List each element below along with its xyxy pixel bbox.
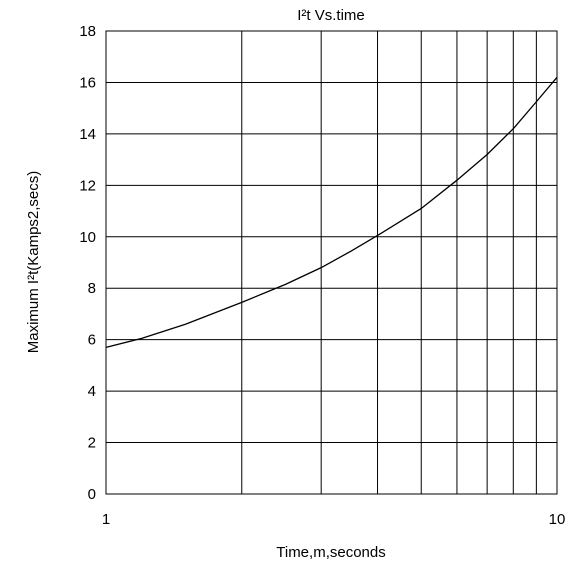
y-axis-label: Maximum I²t(Kamps2,secs) bbox=[25, 171, 42, 354]
grid bbox=[106, 30, 557, 495]
y-tick-label: 4 bbox=[88, 383, 96, 400]
y-tick-labels: 0 2 4 6 8 10 12 14 16 18 bbox=[79, 23, 96, 503]
x-tick-labels: 1 10 bbox=[102, 511, 566, 528]
chart-title: I²t Vs.time bbox=[297, 7, 365, 24]
y-tick-label: 6 bbox=[88, 332, 96, 349]
x-axis-label: Time,m,seconds bbox=[276, 544, 385, 561]
y-tick-label: 2 bbox=[88, 435, 96, 452]
x-tick-label: 1 bbox=[102, 511, 110, 528]
y-tick-label: 14 bbox=[79, 126, 96, 143]
x-tick-label: 10 bbox=[549, 511, 566, 528]
y-tick-label: 8 bbox=[88, 280, 96, 297]
y-tick-label: 18 bbox=[79, 23, 96, 40]
y-tick-label: 10 bbox=[79, 229, 96, 246]
series-line bbox=[105, 76, 558, 349]
y-tick-label: 12 bbox=[79, 177, 96, 194]
y-tick-label: 0 bbox=[88, 486, 96, 503]
y-tick-label: 16 bbox=[79, 74, 96, 91]
plot-frame bbox=[105, 30, 558, 495]
